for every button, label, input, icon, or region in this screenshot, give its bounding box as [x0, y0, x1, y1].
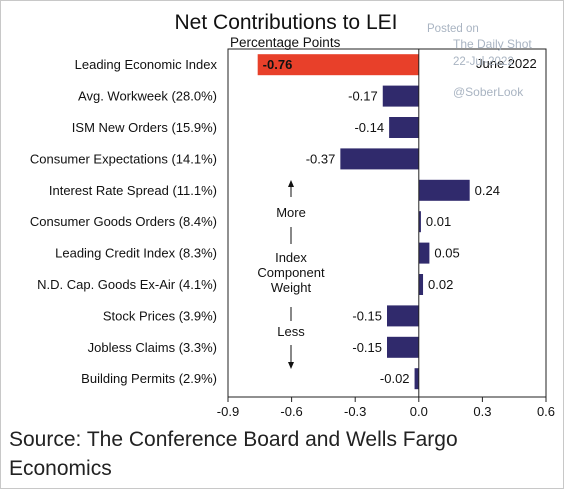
- bar-6: [418, 242, 430, 264]
- value-label-7: 0.02: [428, 277, 453, 292]
- category-label-10: Building Permits (2.9%): [81, 371, 217, 386]
- category-label-5: Consumer Goods Orders (8.4%): [30, 214, 217, 229]
- category-label-1: Avg. Workweek (28.0%): [78, 89, 217, 104]
- chart-title: Net Contributions to LEI: [175, 11, 398, 34]
- lei-contributions-chart: Net Contributions to LEI Percentage Poin…: [30, 11, 555, 419]
- x-tick-label-4: 0.3: [473, 404, 491, 419]
- value-label-4: 0.24: [475, 183, 500, 198]
- category-label-0: Leading Economic Index: [75, 57, 218, 72]
- x-tick-label-3: 0.0: [410, 404, 428, 419]
- x-tick-label-0: -0.9: [217, 404, 239, 419]
- value-label-2: -0.14: [354, 120, 384, 135]
- watermark-site: The Daily Shot: [453, 37, 532, 51]
- category-label-8: Stock Prices (3.9%): [103, 308, 217, 323]
- value-label-3: -0.37: [306, 151, 336, 166]
- source-note: Source: The Conference Board and Wells F…: [9, 428, 458, 480]
- annotation-line-index: Index: [275, 250, 307, 265]
- value-label-10: -0.02: [380, 371, 410, 386]
- x-tick-label-1: -0.6: [280, 404, 302, 419]
- category-label-9: Jobless Claims (3.3%): [88, 340, 217, 355]
- bar-7: [418, 274, 424, 295]
- value-label-5: 0.01: [426, 214, 451, 229]
- value-label-8: -0.15: [352, 308, 382, 323]
- annotation-less: Less: [277, 324, 305, 339]
- watermark-handle: @SoberLook: [453, 85, 524, 99]
- watermark: Posted on The Daily Shot 22-Jul-2022 @So…: [427, 23, 532, 99]
- chart-subtitle: Percentage Points: [230, 35, 341, 50]
- watermark-date: 22-Jul-2022: [453, 56, 514, 68]
- category-label-6: Leading Credit Index (8.3%): [55, 246, 217, 261]
- bar-3: [340, 148, 419, 170]
- value-label-6: 0.05: [434, 246, 459, 261]
- bar-5: [418, 211, 421, 233]
- x-tick-label-2: -0.3: [344, 404, 366, 419]
- x-tick-label-5: 0.6: [537, 404, 555, 419]
- bar-2: [389, 117, 419, 138]
- annotation-line-component: Component: [257, 265, 325, 280]
- annotation-more: More: [276, 205, 306, 220]
- bar-8: [387, 305, 419, 327]
- bar-9: [387, 336, 419, 358]
- annotation-line-weight: Weight: [271, 280, 312, 295]
- value-label-9: -0.15: [352, 340, 382, 355]
- weight-annotation: More Index Component Weight Less: [257, 180, 325, 369]
- category-label-3: Consumer Expectations (14.1%): [30, 151, 217, 166]
- bar-10: [414, 368, 419, 390]
- value-label-1: -0.17: [348, 89, 378, 104]
- plot-area-border: [227, 48, 547, 398]
- value-label-0: -0.76: [263, 57, 293, 72]
- bar-0: [257, 54, 419, 76]
- watermark-posted-on: Posted on: [427, 23, 479, 35]
- annotation-arrowhead-up: [288, 180, 294, 187]
- annotation-arrowhead-down: [288, 362, 294, 369]
- bar-4: [418, 179, 470, 201]
- legend-label: June 2022: [476, 56, 537, 71]
- category-label-7: N.D. Cap. Goods Ex-Air (4.1%): [37, 277, 217, 292]
- category-label-4: Interest Rate Spread (11.1%): [49, 183, 217, 198]
- bar-1: [382, 85, 419, 107]
- category-label-2: ISM New Orders (15.9%): [72, 120, 217, 135]
